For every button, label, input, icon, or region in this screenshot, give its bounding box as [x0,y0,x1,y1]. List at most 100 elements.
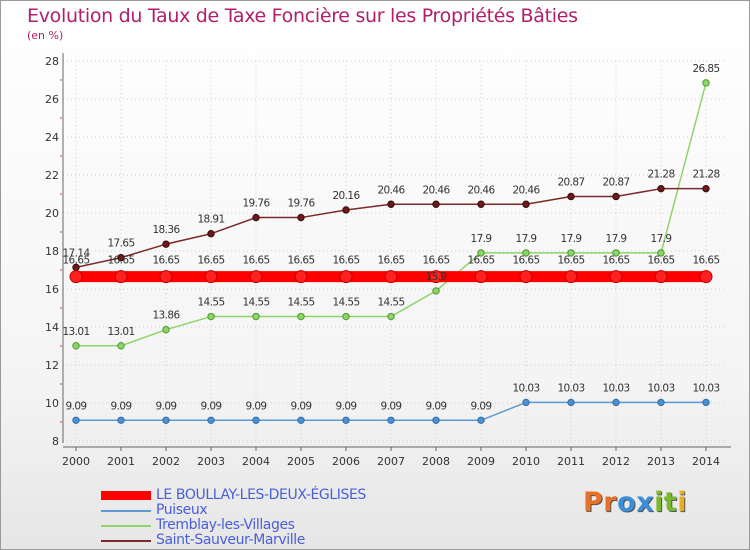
data-point [117,253,125,262]
y-tick-label: 22 [45,169,59,182]
y-tick-label: 26 [45,93,59,106]
data-label: 16.65 [512,255,539,267]
data-label: 20.46 [377,184,405,196]
data-label: 16.65 [197,255,224,267]
data-label: 20.87 [602,176,629,188]
data-point [699,270,713,284]
data-point [207,230,215,238]
x-tick-label: 2014 [692,455,720,468]
data-point [612,249,620,257]
data-label: 17.65 [107,238,134,250]
data-label: 14.55 [377,297,404,309]
data-point [342,416,350,424]
x-tick-label: 2012 [602,455,630,468]
data-label: 16.65 [377,255,404,267]
legend-item: Puiseux [101,503,366,518]
data-point [252,312,260,321]
data-label: 20.46 [422,184,450,196]
data-label: 17.9 [651,233,672,245]
data-point [564,270,578,284]
data-point [294,270,308,284]
legend-swatch [101,525,151,527]
data-point [162,416,170,424]
data-label: 10.03 [647,382,674,394]
logo-letter: i [654,487,664,518]
logo-letter: r [603,487,618,518]
data-point [69,270,83,284]
data-label: 19.76 [287,198,315,210]
y-tick-label: 8 [52,435,59,448]
y-tick-label: 24 [45,131,59,144]
legend-item: Tremblay-les-Villages [101,518,366,533]
legend-label: Saint-Sauveur-Marville [156,532,305,548]
data-point [477,249,485,257]
x-tick-label: 2009 [467,455,495,468]
data-point [474,270,488,284]
data-label: 9.09 [111,400,132,412]
data-point [387,312,395,321]
legend-swatch [101,510,151,512]
data-label: 9.09 [426,400,447,412]
data-point [654,270,668,284]
x-tick-label: 2005 [287,455,315,468]
legend-item: Saint-Sauveur-Marville [101,533,366,548]
x-tick-label: 2006 [332,455,360,468]
data-point [429,270,443,284]
legend-label: LE BOULLAY-LES-DEUX-ÉGLISES [156,487,366,503]
data-label: 10.03 [602,382,629,394]
data-label: 16.65 [107,255,134,267]
data-label: 21.28 [692,169,719,181]
legend: LE BOULLAY-LES-DEUX-ÉGLISES Puiseux Trembl… [101,488,366,548]
data-label: 17.9 [516,233,537,245]
logo-letter: P [583,487,604,518]
data-point [432,416,440,424]
data-point [252,416,260,424]
data-point [477,416,485,424]
data-label: 9.09 [246,400,267,412]
data-point [387,200,395,208]
data-point [204,270,218,284]
data-label: 14.55 [287,297,314,309]
y-tick-label: 20 [45,207,59,220]
chart-title: Evolution du Taux de Taxe Foncière sur l… [27,5,578,27]
data-point [702,79,710,87]
data-point [567,398,575,407]
logo-letter: o [617,487,637,518]
data-point [567,249,575,257]
data-point [117,416,125,424]
data-label: 16.65 [557,255,584,267]
data-point [522,398,530,407]
data-point [162,240,170,248]
data-point [522,200,530,208]
data-point [162,325,170,334]
data-label: 14.55 [197,297,224,309]
data-point [657,249,665,257]
proxiti-logo: Proxiti [583,487,687,518]
data-point [567,192,575,201]
y-tick-label: 16 [45,283,59,296]
data-point [609,270,623,284]
x-tick-label: 2001 [107,455,135,468]
data-point [612,192,620,201]
data-point [657,398,665,407]
data-point [207,416,215,424]
data-point [612,398,620,407]
data-label: 14.55 [332,297,359,309]
data-label: 16.65 [602,255,629,267]
data-point [297,213,305,222]
data-label: 9.09 [156,400,177,412]
legend-swatch [101,491,151,500]
data-point [72,342,80,350]
data-point [207,312,215,321]
data-point [432,200,440,208]
unit-label: (en %) [27,29,64,42]
data-point [702,184,710,193]
data-point [297,416,305,424]
data-label: 16.65 [647,255,674,267]
data-label: 9.09 [201,400,222,412]
data-label: 9.09 [336,400,357,412]
data-point [384,270,398,284]
data-label: 13.86 [152,310,180,322]
line-chart: 8 10 12 14 16 18 20 22 24 26 28 2000 2001 2002 2003 200… [45,53,731,468]
legend-label: Tremblay-les-Villages [156,517,295,533]
